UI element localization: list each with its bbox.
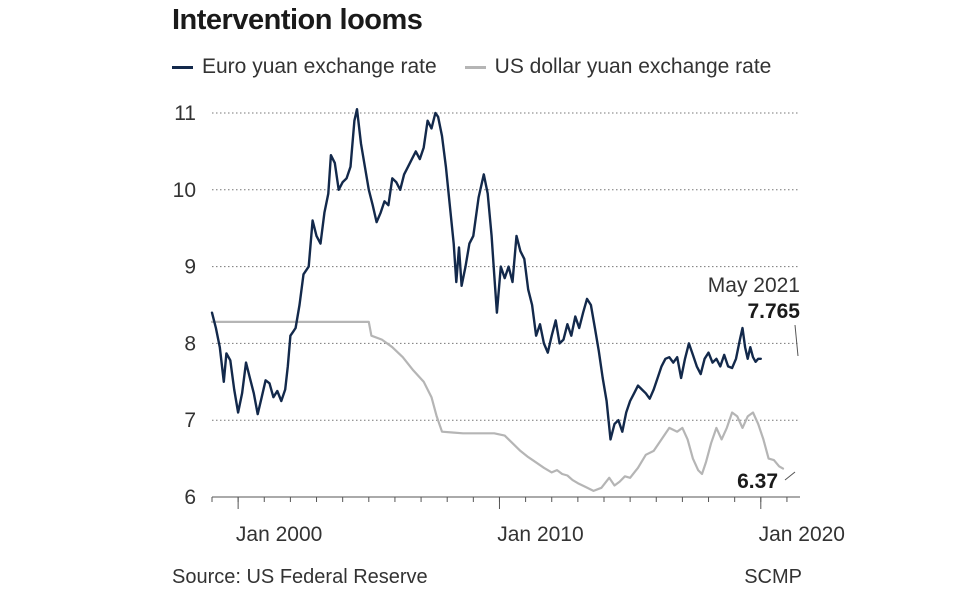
legend-swatch-euro bbox=[172, 65, 193, 69]
legend-item-usd: US dollar yuan exchange rate bbox=[464, 55, 772, 79]
source-note: Source: US Federal Reserve bbox=[172, 566, 428, 588]
series-line-euro bbox=[210, 108, 762, 441]
credit-label: SCMP bbox=[744, 566, 802, 588]
annotation-euro-value: 7.765 bbox=[747, 300, 800, 323]
y-tick-label-6: 6 bbox=[184, 486, 196, 509]
y-axis-ticks: 6 7 8 9 10 11 bbox=[173, 102, 196, 509]
series-lines bbox=[210, 108, 785, 492]
y-tick-label-10: 10 bbox=[173, 179, 196, 202]
series-line-usd bbox=[210, 320, 785, 492]
y-tick-label-7: 7 bbox=[184, 409, 196, 432]
annotation-euro-leader bbox=[794, 324, 799, 357]
y-tick-label-9: 9 bbox=[184, 256, 196, 279]
y-tick-label-11: 11 bbox=[174, 102, 196, 125]
chart-legend: Euro yuan exchange rate US dollar yuan e… bbox=[172, 54, 799, 80]
legend-swatch-usd bbox=[464, 65, 486, 69]
x-tick-label-2: Jan 2020 bbox=[759, 523, 845, 546]
x-tick-label-0: Jan 2000 bbox=[236, 523, 322, 546]
chart-title: Intervention looms bbox=[172, 4, 423, 36]
y-tick-label-8: 8 bbox=[184, 332, 196, 355]
annotation-date: May 2021 bbox=[708, 274, 800, 297]
x-tick-label-1: Jan 2010 bbox=[497, 523, 583, 546]
annotation-usd-leader bbox=[784, 471, 796, 481]
gridlines bbox=[212, 112, 800, 421]
annotation-usd-value: 6.37 bbox=[737, 470, 778, 493]
legend-label-euro: Euro yuan exchange rate bbox=[202, 55, 437, 78]
legend-label-usd: US dollar yuan exchange rate bbox=[494, 55, 772, 78]
legend-item-euro: Euro yuan exchange rate bbox=[172, 55, 437, 79]
x-axis: Jan 2000 Jan 2010 Jan 2020 bbox=[211, 496, 845, 546]
